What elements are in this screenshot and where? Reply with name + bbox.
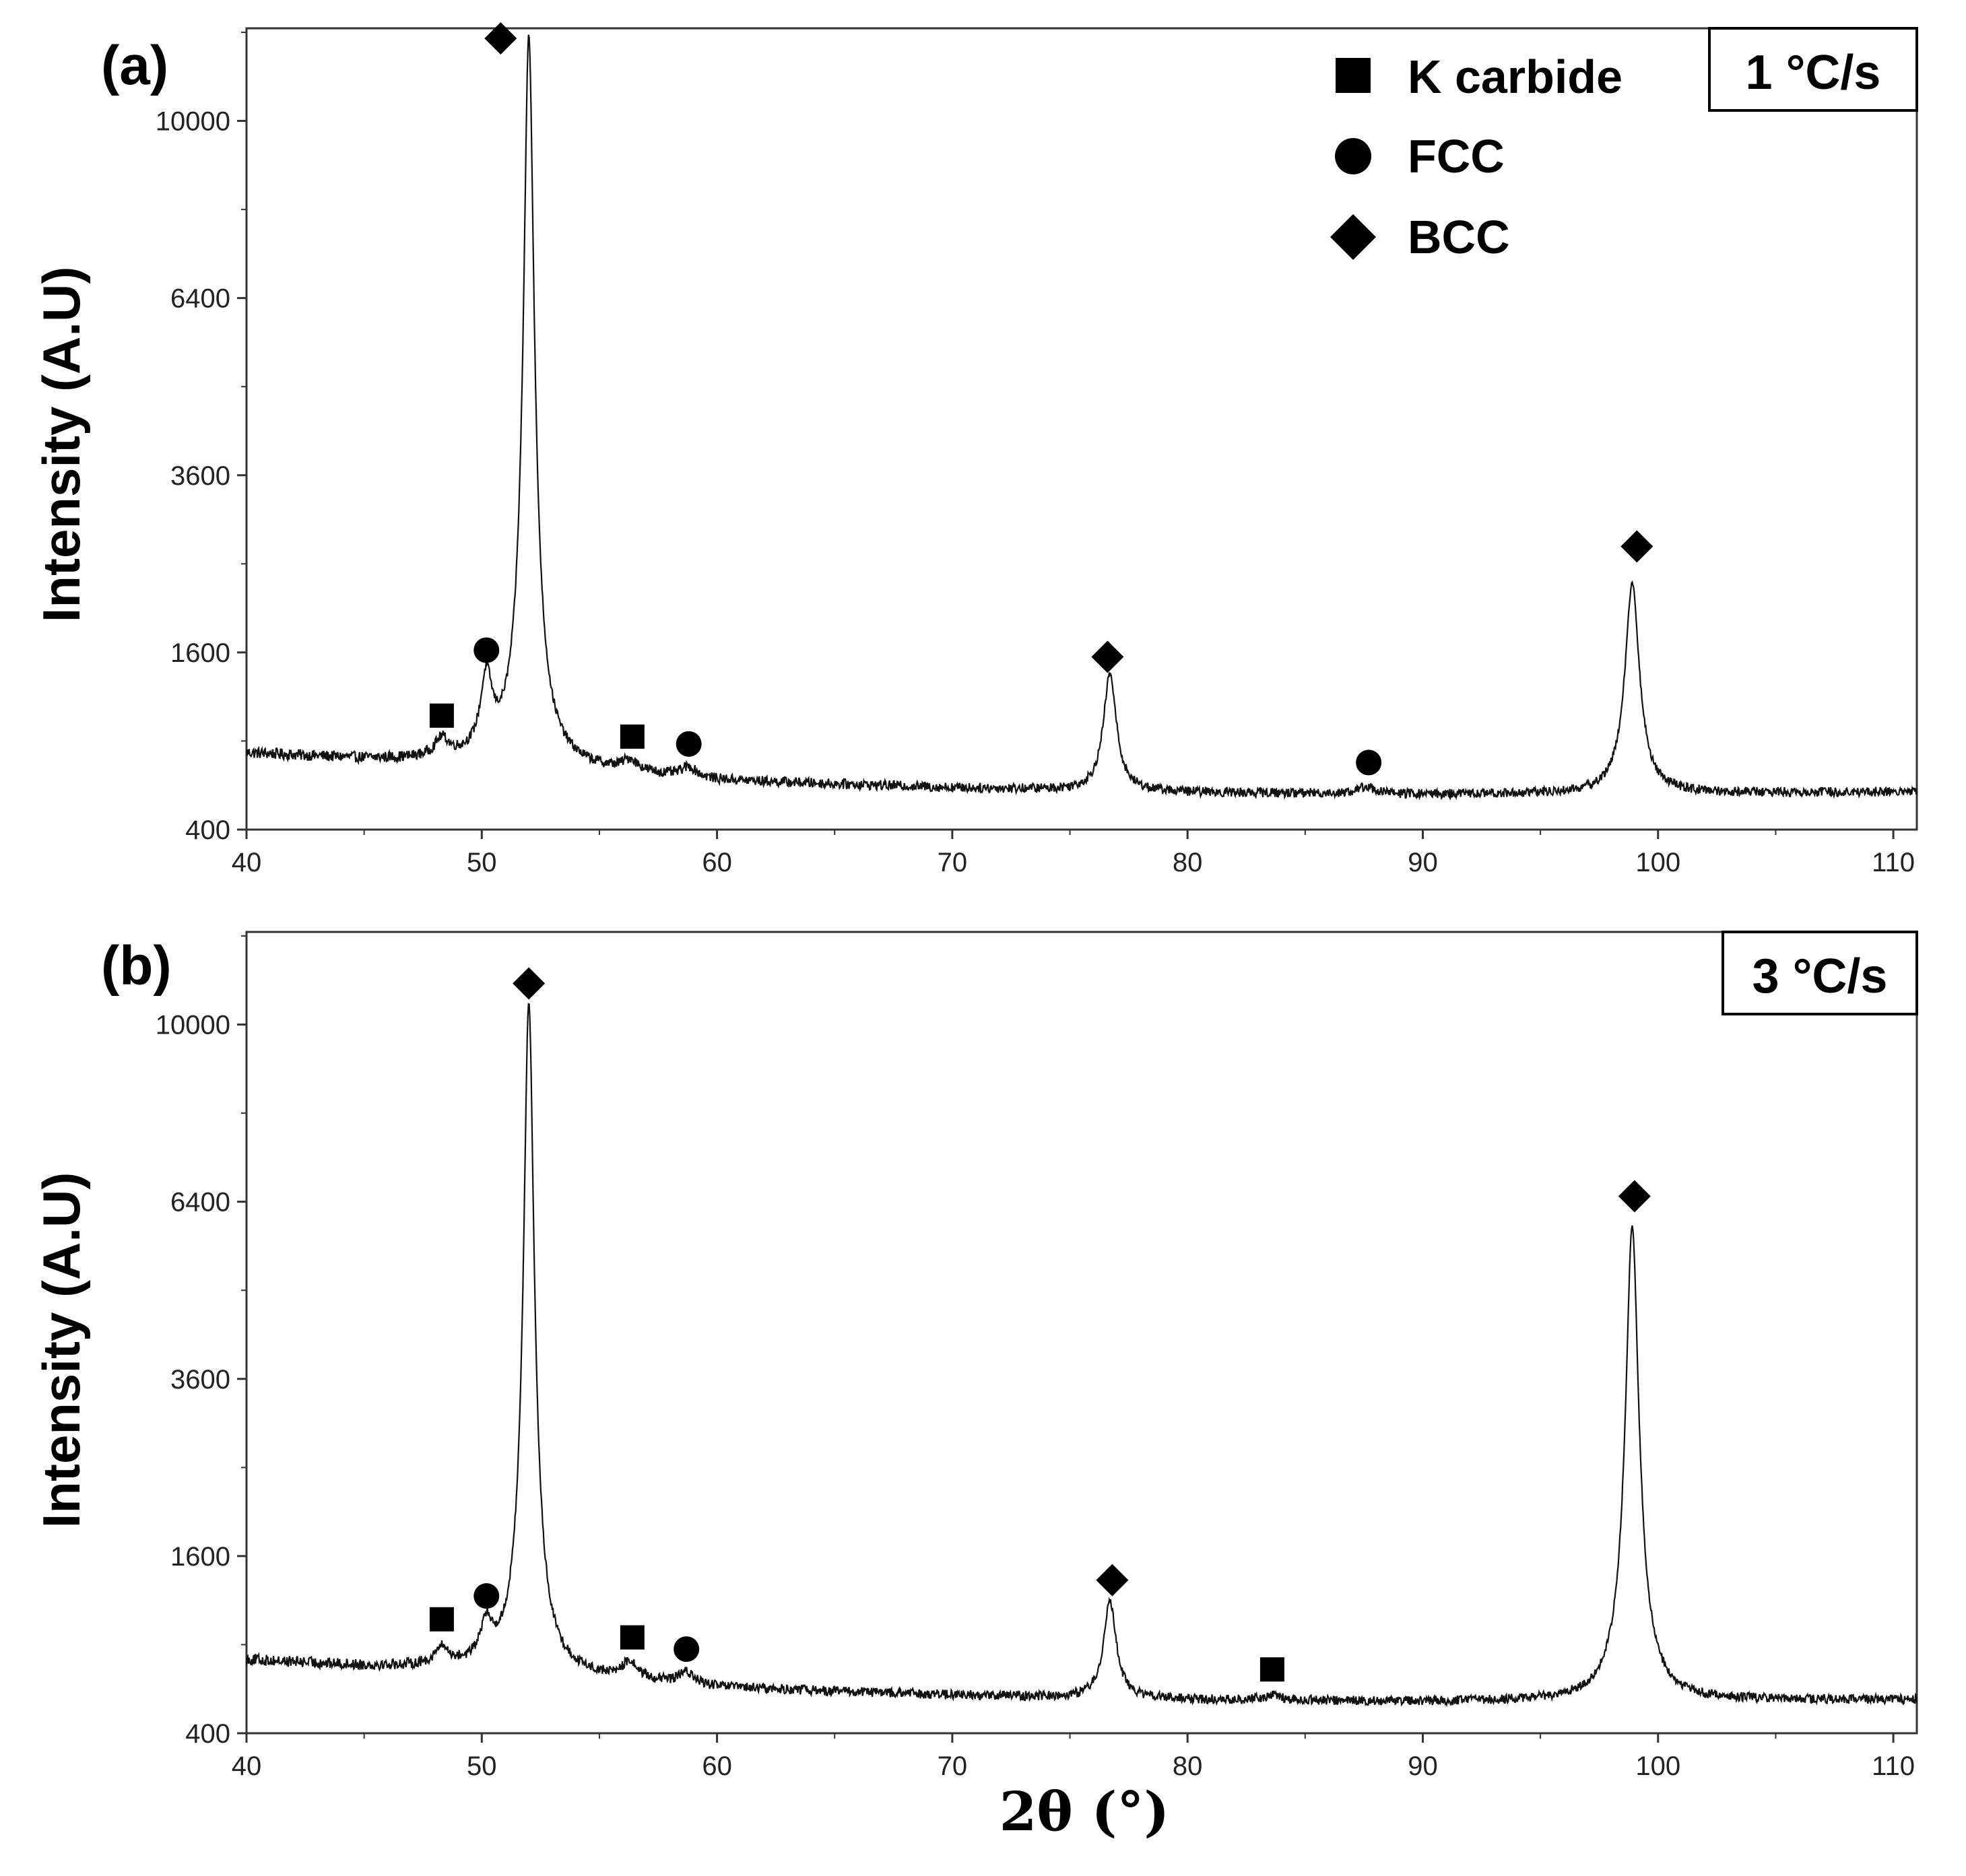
panel-a-phase-markers — [429, 22, 1653, 776]
y-tick-label: 400 — [185, 815, 230, 845]
panel-a-label: (a) — [101, 35, 168, 96]
legend-label-fcc: FCC — [1408, 130, 1505, 182]
panel-b-ylabel: Intensity (A.U) — [32, 1172, 91, 1529]
legend-diamond-icon — [1330, 214, 1376, 260]
bcc-marker — [1618, 1180, 1651, 1213]
panel-b-diffraction-curve — [245, 1003, 1918, 1708]
y-tick-label: 10000 — [156, 107, 230, 137]
legend: K carbide FCC BCC — [1330, 51, 1623, 263]
x-tick-label: 90 — [1408, 1751, 1438, 1781]
y-tick-label: 3600 — [170, 1365, 230, 1395]
panel-b: 40 50 60 70 80 90 100 110 400 1600 3600 6400 10000 (… — [32, 931, 1918, 1781]
y-tick-label: 6400 — [170, 284, 230, 314]
panel-a-ticks: 40 50 60 70 80 90 100 110 400 1600 3600 6400 10000 — [156, 31, 1915, 877]
panel-a-rate-box — [1708, 27, 1918, 112]
bcc-marker — [1091, 640, 1124, 673]
legend-label-k-carbide: K carbide — [1408, 51, 1623, 103]
k-carbide-marker — [1259, 1657, 1284, 1682]
y-tick-label: 400 — [185, 1719, 230, 1749]
x-tick-label: 70 — [938, 1751, 968, 1781]
panel-a-frame — [245, 27, 1918, 831]
x-tick-label: 50 — [467, 1751, 497, 1781]
legend-square-icon — [1336, 58, 1371, 93]
panel-b-label: (b) — [101, 935, 172, 997]
fcc-marker — [473, 1583, 500, 1609]
k-carbide-marker — [429, 703, 454, 728]
fcc-marker — [676, 731, 702, 757]
x-tick-label: 70 — [938, 848, 968, 877]
k-carbide-marker — [620, 724, 645, 749]
x-tick-label: 50 — [467, 848, 497, 877]
panel-b-ticks: 40 50 60 70 80 90 100 110 400 1600 3600 6400 10000 — [156, 935, 1915, 1781]
legend-label-bcc: BCC — [1408, 211, 1510, 263]
y-tick-label: 6400 — [170, 1188, 230, 1217]
x-tick-label: 60 — [702, 848, 732, 877]
x-axis-label: 2θ (°) — [1000, 1780, 1170, 1843]
y-tick-label: 10000 — [156, 1011, 230, 1040]
x-tick-label: 100 — [1635, 848, 1680, 877]
bcc-marker — [1096, 1564, 1129, 1597]
panel-a-ylabel: Intensity (A.U) — [32, 267, 91, 623]
panel-a: 40 50 60 70 80 90 100 110 400 1600 3600 6400 10000 (… — [32, 22, 1918, 877]
legend-circle-icon — [1335, 138, 1371, 174]
x-tick-label: 110 — [1872, 848, 1915, 877]
x-tick-label: 40 — [232, 848, 262, 877]
x-tick-label: 80 — [1173, 1751, 1203, 1781]
fcc-marker — [1356, 749, 1382, 776]
x-tick-label: 100 — [1635, 1751, 1680, 1781]
x-tick-label: 90 — [1408, 848, 1438, 877]
panel-a-rate-label: 1 °C/s — [1746, 46, 1881, 100]
bcc-marker — [1620, 530, 1653, 563]
panel-b-phase-markers — [429, 967, 1651, 1682]
y-tick-label: 1600 — [170, 638, 230, 668]
y-tick-label: 1600 — [170, 1542, 230, 1572]
bcc-marker — [484, 22, 517, 55]
x-tick-label: 40 — [232, 1751, 262, 1781]
k-carbide-marker — [429, 1607, 454, 1632]
bcc-marker — [513, 967, 546, 1000]
panel-b-rate-box — [1722, 931, 1918, 1015]
x-tick-label: 110 — [1872, 1751, 1915, 1781]
fcc-marker — [473, 637, 500, 663]
panel-a-diffraction-curve — [245, 34, 1918, 801]
panel-b-rate-label: 3 °C/s — [1752, 949, 1888, 1003]
fcc-marker — [674, 1636, 700, 1663]
k-carbide-marker — [620, 1625, 645, 1650]
x-tick-label: 60 — [702, 1751, 732, 1781]
y-tick-label: 3600 — [170, 461, 230, 491]
x-tick-label: 80 — [1173, 848, 1203, 877]
panel-b-frame — [245, 931, 1918, 1735]
